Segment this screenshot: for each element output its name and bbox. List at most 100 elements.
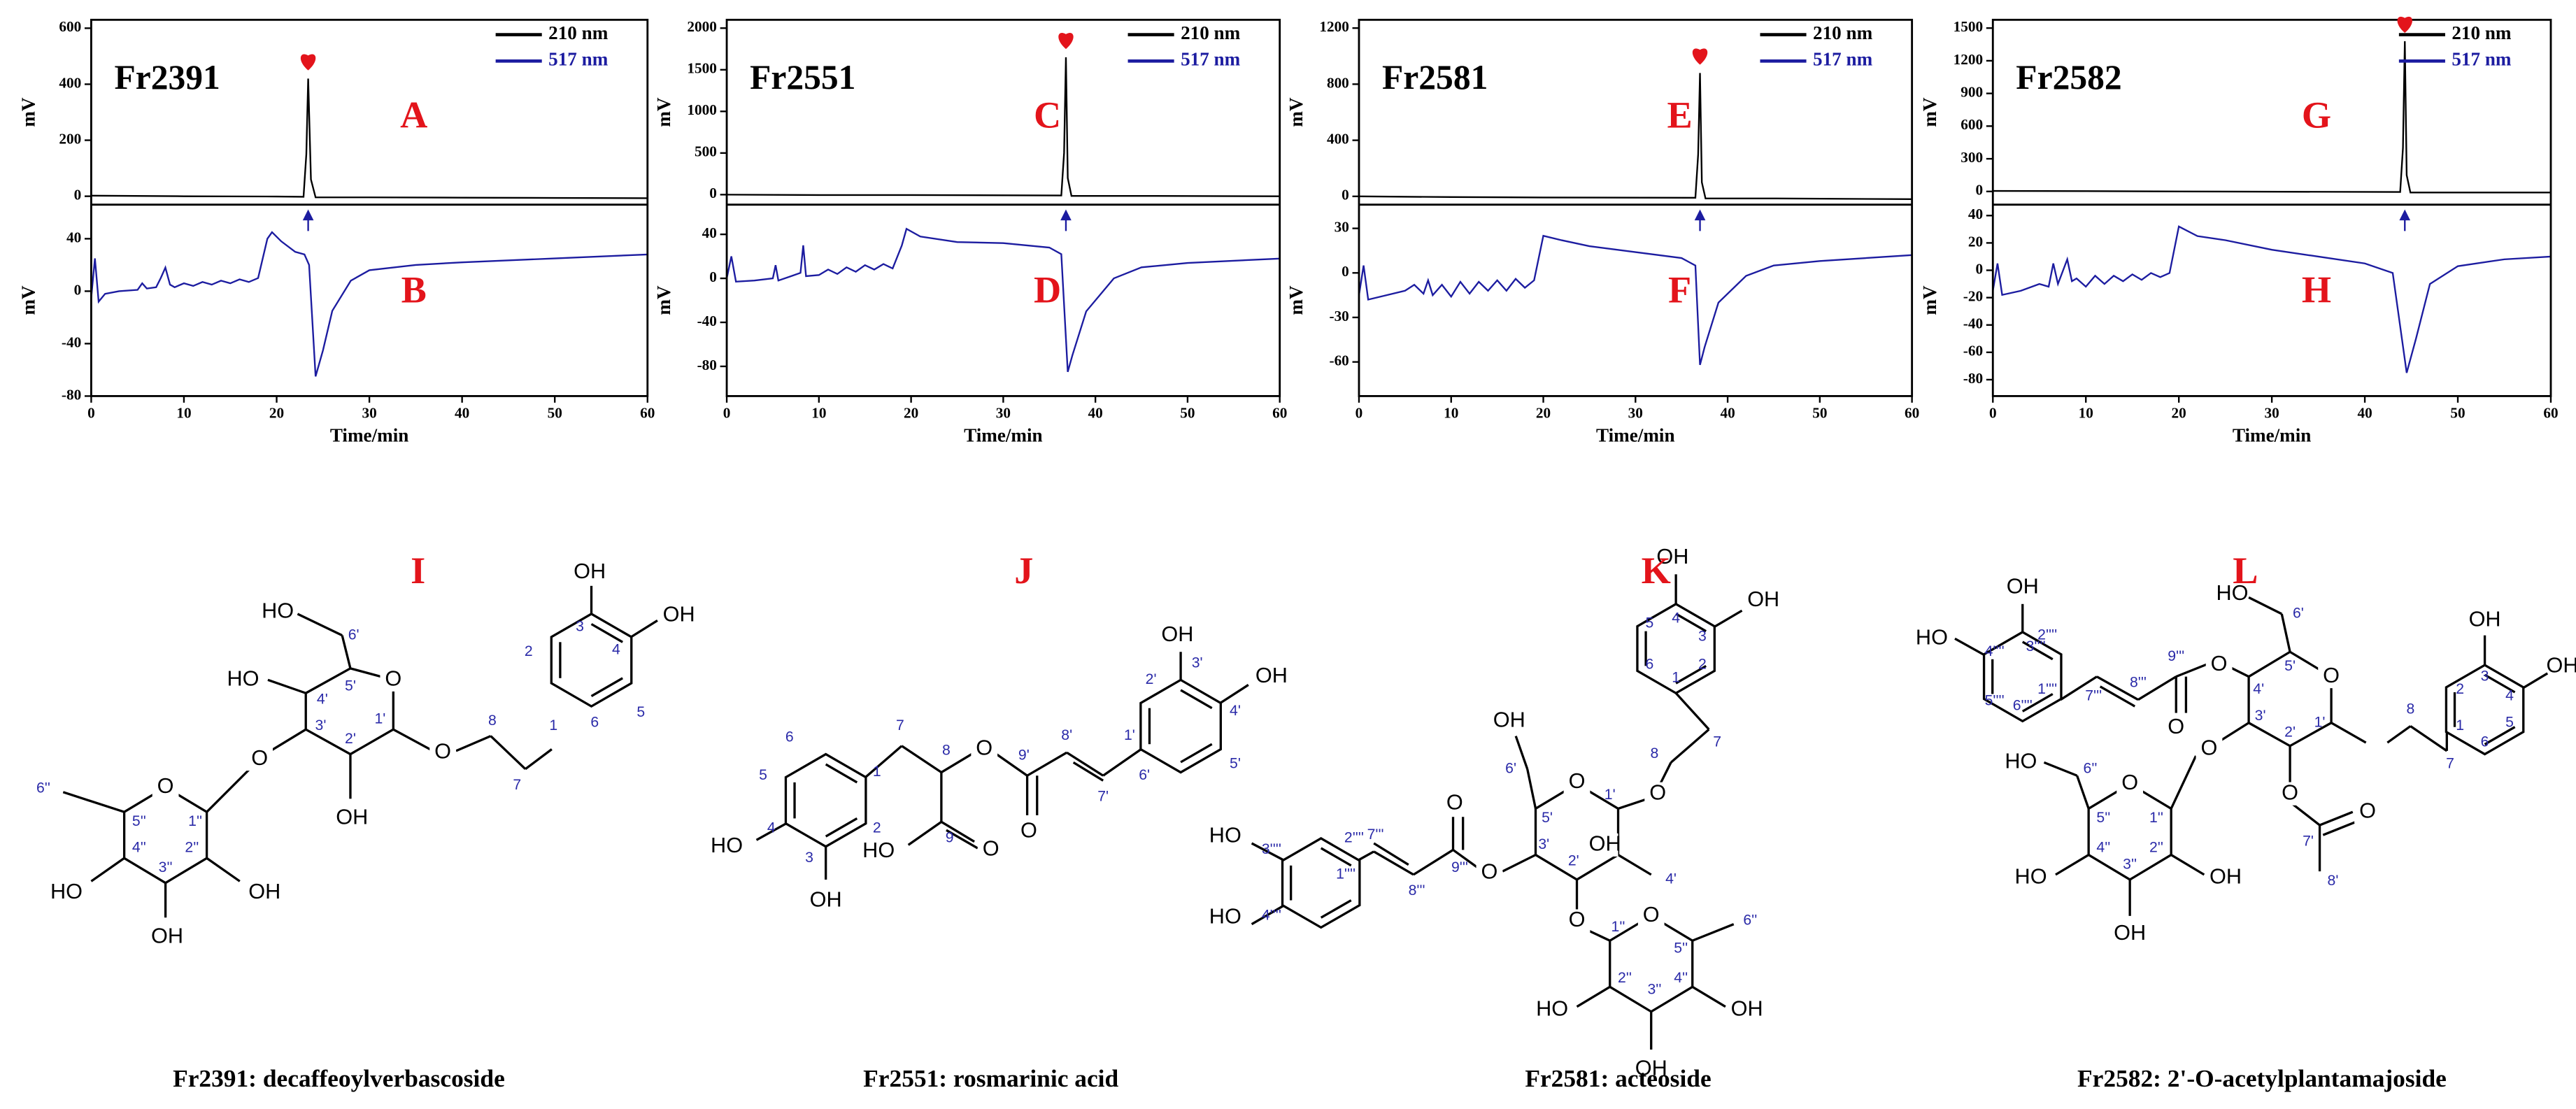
x-tick-label: 40	[2357, 404, 2372, 421]
label-mask	[1637, 904, 1665, 928]
atom-label: O	[1649, 780, 1666, 804]
bond	[2137, 675, 2177, 701]
atom-label: HO	[2015, 864, 2047, 889]
peak-arrow	[1694, 209, 1706, 231]
x-tick-label: 60	[640, 404, 655, 421]
atom-number: 6	[785, 729, 794, 745]
bond	[62, 791, 125, 813]
trace	[91, 78, 648, 199]
label-mask	[53, 881, 80, 905]
panel-letter: H	[2302, 269, 2331, 311]
label-mask	[1563, 771, 1591, 794]
atom-number: 7'	[2303, 832, 2314, 849]
atom-number: 4'	[1665, 871, 1677, 887]
atom-number: 6''	[1743, 912, 1757, 929]
label-mask	[2007, 750, 2035, 774]
atom-number: 4''''	[1985, 643, 2005, 659]
atom-number: 8	[2406, 700, 2414, 717]
structure-caption: Fr2391: decaffeoylverbascoside	[173, 1064, 505, 1092]
y-tick-label: 900	[1961, 83, 1983, 100]
label-mask	[1919, 627, 1945, 650]
atom-label: OH	[2547, 653, 2576, 678]
atom-number: 4'	[2253, 680, 2264, 697]
structure-caption: Fr2581: acteoside	[1525, 1064, 1711, 1092]
label-mask	[152, 775, 179, 799]
atom-number: 7'''	[1367, 826, 1384, 843]
peak-arrow	[2399, 209, 2411, 231]
atom-number: 2'	[1146, 671, 1157, 687]
atom-number: 4'	[1230, 702, 1241, 719]
atom-label: O	[1569, 768, 1586, 793]
double-bond	[1320, 899, 1352, 919]
y2-tick-label: 40	[702, 224, 717, 241]
bond	[630, 620, 658, 638]
atom-number: 3	[2481, 667, 2489, 684]
x-tick-label: 0	[87, 404, 95, 421]
panel-letter: D	[1034, 269, 1061, 311]
atom-label: OH	[663, 601, 695, 626]
atom-label: O	[1481, 859, 1498, 884]
atom-number: 9'''	[1451, 859, 1468, 875]
label-mask	[1441, 792, 1468, 815]
double-bond	[2484, 726, 2516, 745]
label-mask	[1563, 909, 1591, 933]
y-tick-label: 1500	[1954, 18, 1983, 35]
aromatic-ring	[550, 613, 633, 708]
atom-number: 4''	[132, 839, 146, 856]
atom-label: O	[385, 666, 401, 690]
y2-tick-label: 40	[1968, 206, 1983, 222]
bond	[341, 635, 352, 669]
atom-label: HO	[2216, 580, 2248, 605]
y2-tick-label: 0	[74, 281, 82, 298]
bond	[1576, 985, 1611, 1008]
x-tick-label: 30	[2265, 404, 2279, 421]
atom-number: 6	[2481, 734, 2489, 750]
bond	[1954, 637, 1986, 657]
label-mask	[246, 747, 273, 771]
atom-number: 7	[1713, 734, 1721, 750]
atom-number: 5	[2505, 713, 2514, 730]
y-tick-label: 1200	[1954, 51, 1983, 68]
y2-tick-label: 0	[1342, 263, 1349, 280]
y2-tick-label: -20	[1963, 288, 1983, 305]
aromatic-ring	[1281, 837, 1361, 929]
x-tick-label: 10	[176, 404, 191, 421]
atom-number: 5'	[345, 677, 356, 694]
x-tick-label: 50	[2450, 404, 2465, 421]
label-mask	[1211, 825, 1239, 849]
atom-number: 3	[576, 617, 584, 634]
peak-heart	[2397, 16, 2412, 34]
atom-number: 8	[488, 712, 497, 729]
y-axis-label: mV	[1286, 97, 1307, 127]
legend-label: 517 nm	[1181, 49, 1241, 70]
x-tick-label: 10	[1444, 404, 1458, 421]
atom-label: OH	[2469, 607, 2501, 631]
atom-number: 3''''	[1262, 840, 1281, 857]
label-mask	[665, 603, 692, 627]
x-tick-label: 60	[1272, 404, 1287, 421]
bond	[2055, 854, 2090, 876]
bond	[1102, 748, 1142, 777]
structure-letter: K	[1642, 550, 1671, 592]
atom-number: 3''	[1647, 981, 1661, 998]
atom-label: O	[2323, 663, 2340, 687]
atom-number: 5'	[2284, 657, 2296, 674]
label-mask	[812, 889, 839, 913]
peak-heart	[1058, 32, 1074, 50]
atom-number: 5	[636, 703, 645, 720]
atom-number: 2'	[2284, 724, 2296, 740]
y2-axis-label: mV	[653, 285, 674, 315]
atom-number: 4''	[2096, 839, 2110, 856]
atom-number: 5'	[1542, 809, 1553, 826]
atom-number: 5'	[1230, 754, 1241, 771]
double-bond	[590, 677, 623, 698]
bond	[1670, 728, 1710, 764]
legend-label: 517 nm	[548, 49, 609, 70]
bond	[90, 857, 125, 882]
x-tick-label: 60	[2543, 404, 2558, 421]
double-bond	[2484, 673, 2516, 694]
label-mask	[1258, 665, 1285, 689]
atom-label: OH	[2114, 920, 2146, 945]
